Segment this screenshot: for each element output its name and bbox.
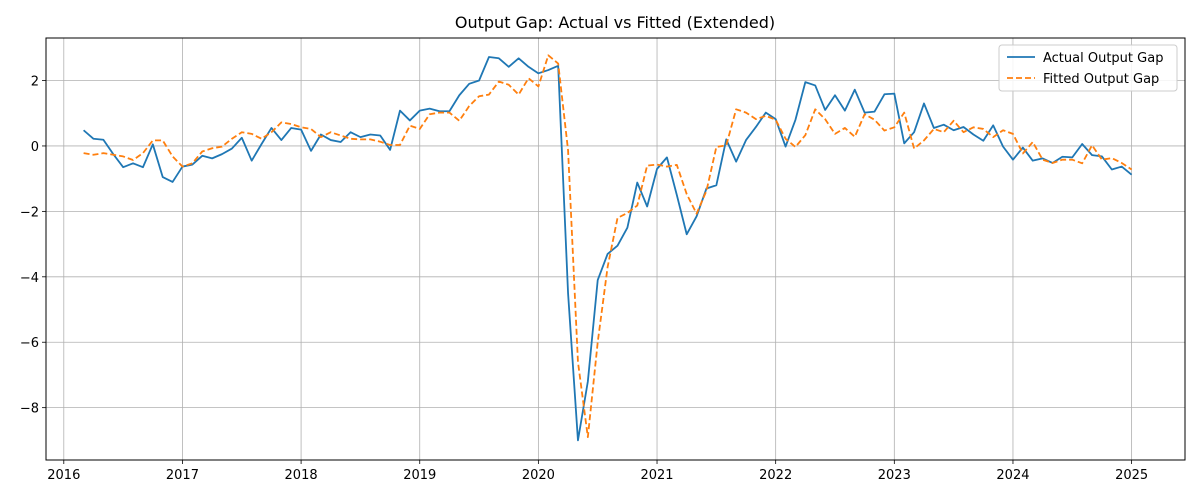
legend: Actual Output Gap Fitted Output Gap — [998, 44, 1178, 92]
x-tick-label: 2022 — [759, 468, 792, 483]
x-tick-label: 2017 — [166, 468, 199, 483]
actual-output-gap-line — [83, 56, 1133, 442]
chart-title: Output Gap: Actual vs Fitted (Extended) — [455, 13, 775, 32]
plot-frame — [45, 37, 1186, 461]
y-tick-label: −2 — [20, 205, 39, 220]
x-tick-label: 2019 — [403, 468, 436, 483]
grid-layer — [46, 38, 1185, 460]
y-tick-label: −4 — [20, 271, 39, 286]
y-tick-label: −8 — [20, 402, 39, 417]
y-tick-label: 2 — [31, 75, 39, 90]
legend-label: Actual Output Gap — [1043, 51, 1163, 66]
x-tick-label: 2023 — [878, 468, 911, 483]
legend-label: Fitted Output Gap — [1043, 72, 1159, 87]
y-tick-label: −6 — [20, 336, 39, 351]
y-tick-label: 0 — [31, 140, 39, 155]
fitted-output-gap-line — [83, 54, 1133, 439]
x-tick-label: 2020 — [522, 468, 555, 483]
x-tick-label: 2025 — [1115, 468, 1148, 483]
x-tick-label: 2021 — [640, 468, 673, 483]
x-tick-label: 2018 — [285, 468, 318, 483]
x-tick-label: 2024 — [996, 468, 1029, 483]
x-tick-label: 2016 — [47, 468, 80, 483]
series-layer — [83, 54, 1133, 442]
tick-layer: 2016 2017 2018 2019 2020 2021 2022 2023 2024 2025… — [20, 75, 1148, 483]
legend-box — [998, 44, 1178, 92]
